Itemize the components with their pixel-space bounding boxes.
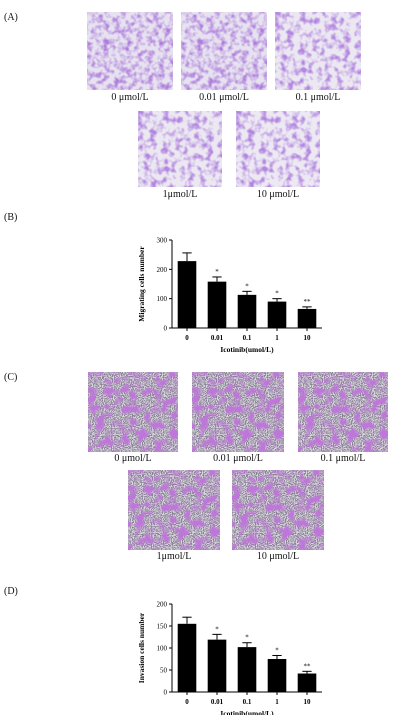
micrograph-a-0 [87, 12, 173, 90]
x-axis-title: Icotinib(umol/L) [220, 345, 274, 354]
bar [177, 261, 197, 328]
micrograph-a-3-caption: 1μmol/L [162, 189, 198, 200]
significance-marker: ** [304, 662, 312, 670]
significance-marker: * [245, 634, 249, 642]
y-tick-label: 0 [164, 325, 168, 333]
bar [297, 673, 317, 692]
x-tick-label: 0.1 [243, 698, 252, 706]
micrograph-a-1 [181, 12, 267, 90]
micrograph-c-0 [88, 372, 178, 452]
significance-marker: ** [304, 298, 312, 306]
y-tick-label: 100 [157, 645, 168, 653]
bar [207, 639, 227, 692]
panel-label-a: (A) [4, 12, 18, 23]
bar [267, 659, 287, 692]
y-tick-label: 300 [157, 237, 168, 245]
micrograph-c-3 [128, 470, 220, 550]
bar [297, 308, 317, 328]
y-axis-title: Migrating cells number [137, 246, 146, 322]
y-tick-label: 100 [157, 295, 168, 303]
y-tick-label: 200 [157, 601, 168, 609]
micrograph-c-0-caption: 0 μmol/L [114, 453, 152, 464]
micrograph-a-2 [275, 12, 361, 90]
significance-marker: * [245, 282, 249, 290]
bar [177, 623, 197, 692]
y-tick-label: 150 [157, 623, 168, 631]
micrograph-c-4-caption: 10 μmol/L [256, 551, 300, 562]
x-tick-label: 0.01 [211, 698, 224, 706]
y-tick-label: 200 [157, 266, 168, 274]
micrograph-a-4-caption: 10 μmol/L [256, 189, 300, 200]
panel-label-c: (C) [4, 372, 18, 383]
significance-marker: * [275, 646, 279, 654]
micrograph-c-1-caption: 0.01 μmol/L [213, 453, 263, 464]
micrograph-c-1 [192, 372, 284, 452]
micrograph-a-1-caption: 0.01 μmol/L [199, 92, 249, 103]
panel-label-d: (D) [4, 586, 18, 597]
x-tick-label: 0 [185, 698, 189, 706]
x-tick-label: 0 [185, 334, 189, 342]
y-tick-label: 0 [164, 689, 168, 697]
y-axis-title: Invasion cells number [137, 612, 146, 683]
y-tick-label: 50 [160, 667, 168, 675]
micrograph-a-3 [138, 111, 222, 187]
x-tick-label: 0.01 [211, 334, 224, 342]
x-tick-label: 0.1 [243, 334, 252, 342]
x-tick-label: 10 [304, 698, 312, 706]
invasion-bar-chart: 0 50 100 150 200 0 0.01 * 0.1 * 1 * 10 ** Icotinib(umo… [137, 601, 322, 715]
bar [237, 294, 257, 328]
significance-marker: * [275, 290, 279, 298]
micrograph-c-2 [298, 372, 388, 452]
micrograph-a-0-caption: 0 μmol/L [111, 92, 149, 103]
bar [237, 647, 257, 692]
micrograph-a-2-caption: 0.1 μmol/L [295, 92, 341, 103]
micrograph-c-3-caption: 1μmol/L [156, 551, 192, 562]
x-axis-title: Icotinib(umol/L) [220, 709, 274, 715]
x-tick-label: 10 [304, 334, 312, 342]
migration-bar-chart: 0 100 200 300 0 0.01 * 0.1 * 1 * 10 ** Icotinib(umol/… [137, 237, 322, 354]
panel-label-b: (B) [4, 212, 18, 223]
significance-marker: * [215, 625, 219, 633]
micrograph-c-2-caption: 0.1 μmol/L [320, 453, 366, 464]
bar [207, 281, 227, 328]
micrograph-c-4 [232, 470, 324, 550]
x-tick-label: 1 [275, 698, 279, 706]
bar [267, 301, 287, 328]
significance-marker: * [215, 268, 219, 276]
micrograph-a-4 [236, 111, 320, 187]
x-tick-label: 1 [275, 334, 279, 342]
